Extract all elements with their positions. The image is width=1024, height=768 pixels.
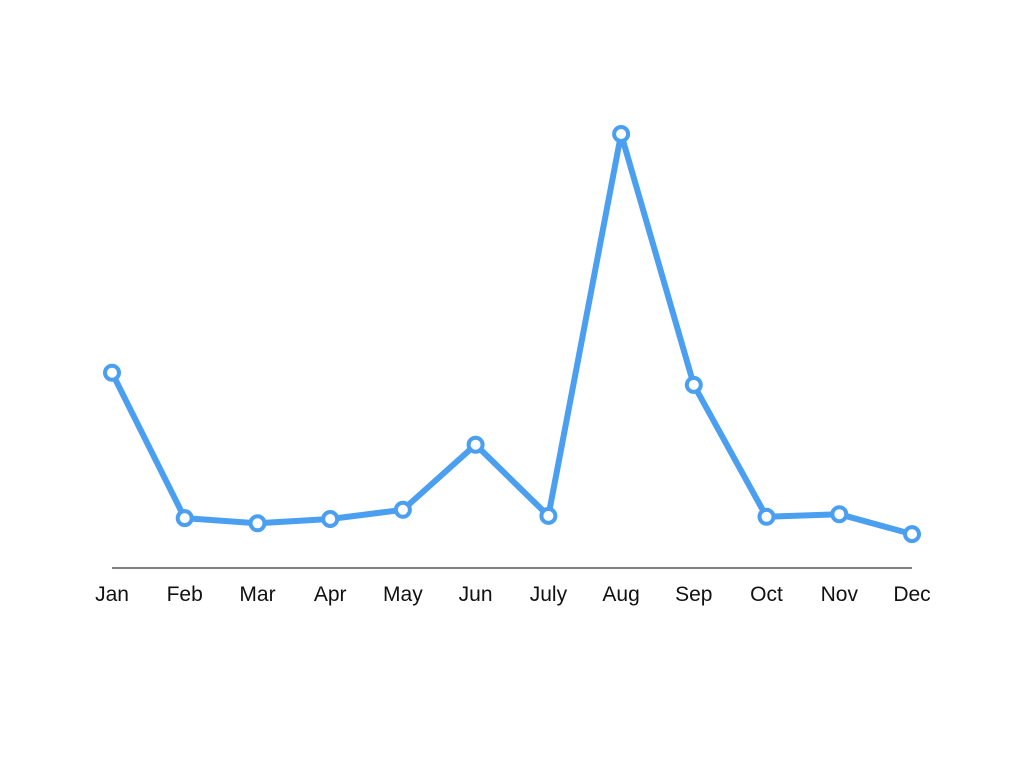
x-tick-label-jan: Jan [95, 583, 129, 606]
data-point-may [393, 500, 412, 519]
data-point-aug [612, 125, 631, 143]
series-layer [103, 125, 921, 544]
x-tick-labels: Jan Feb Mar Apr May Jun July Aug Sep Oct Nov Dec [95, 583, 931, 606]
x-tick-label-aug: Aug [602, 583, 639, 606]
x-tick-label-nov: Nov [821, 583, 859, 606]
data-point-dec [903, 525, 921, 544]
x-tick-label-jun: Jun [459, 583, 493, 606]
data-point-apr [321, 510, 340, 528]
data-point-jun [466, 435, 485, 454]
data-point-oct [757, 507, 776, 526]
series-line [109, 131, 915, 538]
data-point-mar [248, 514, 267, 533]
x-tick-label-sep: Sep [675, 583, 712, 606]
data-point-nov [830, 505, 849, 524]
data-point-sep [684, 375, 703, 394]
x-tick-label-oct: Oct [750, 583, 783, 606]
x-tick-label-july: July [530, 583, 568, 606]
data-point-jan [103, 363, 121, 382]
x-tick-label-dec: Dec [893, 583, 930, 606]
data-point-feb [175, 509, 194, 528]
data-point-july [539, 506, 558, 525]
x-tick-label-feb: Feb [167, 583, 203, 606]
x-tick-label-may: May [383, 583, 423, 606]
x-tick-label-apr: Apr [314, 583, 347, 606]
x-tick-label-mar: Mar [239, 583, 275, 606]
